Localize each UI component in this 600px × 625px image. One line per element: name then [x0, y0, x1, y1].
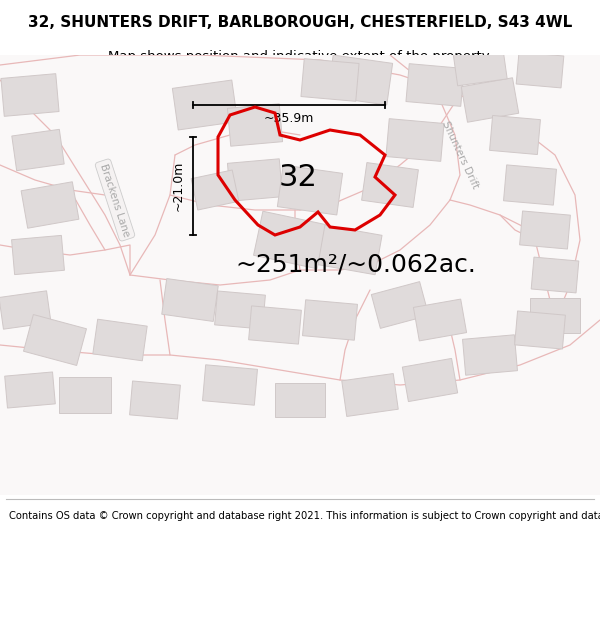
Polygon shape	[215, 291, 265, 329]
Polygon shape	[172, 80, 238, 130]
Polygon shape	[386, 119, 444, 161]
Text: ~21.0m: ~21.0m	[172, 161, 185, 211]
Polygon shape	[490, 116, 541, 154]
Text: Shunters Drift: Shunters Drift	[440, 120, 480, 190]
Polygon shape	[162, 279, 218, 321]
Polygon shape	[23, 314, 86, 366]
Polygon shape	[12, 129, 64, 171]
Polygon shape	[531, 257, 579, 293]
Polygon shape	[520, 211, 571, 249]
Polygon shape	[403, 358, 458, 402]
Polygon shape	[362, 162, 418, 208]
Polygon shape	[371, 282, 428, 328]
Polygon shape	[515, 311, 565, 349]
Text: Contains OS data © Crown copyright and database right 2021. This information is : Contains OS data © Crown copyright and d…	[9, 511, 600, 521]
Polygon shape	[463, 335, 517, 375]
Polygon shape	[530, 298, 580, 332]
Polygon shape	[453, 44, 507, 86]
Polygon shape	[503, 165, 556, 205]
Polygon shape	[461, 78, 519, 122]
Polygon shape	[1, 74, 59, 116]
Polygon shape	[318, 225, 382, 275]
Polygon shape	[254, 211, 326, 269]
Polygon shape	[59, 377, 111, 413]
Polygon shape	[203, 365, 257, 405]
Polygon shape	[328, 55, 392, 105]
Text: 32, SHUNTERS DRIFT, BARLBOROUGH, CHESTERFIELD, S43 4WL: 32, SHUNTERS DRIFT, BARLBOROUGH, CHESTER…	[28, 15, 572, 30]
Polygon shape	[191, 170, 239, 210]
Polygon shape	[277, 165, 343, 215]
Polygon shape	[0, 291, 51, 329]
Text: 32: 32	[278, 162, 317, 191]
Text: ~251m²/~0.062ac.: ~251m²/~0.062ac.	[235, 253, 476, 277]
Polygon shape	[275, 383, 325, 417]
Polygon shape	[227, 159, 283, 201]
Polygon shape	[413, 299, 467, 341]
Polygon shape	[21, 182, 79, 228]
Polygon shape	[5, 372, 55, 408]
Polygon shape	[342, 374, 398, 416]
Polygon shape	[406, 64, 464, 106]
Polygon shape	[130, 381, 181, 419]
Polygon shape	[227, 104, 283, 146]
Polygon shape	[248, 306, 301, 344]
Text: ~35.9m: ~35.9m	[264, 112, 314, 126]
Polygon shape	[11, 236, 64, 274]
Text: Brackens Lane: Brackens Lane	[98, 162, 131, 238]
Polygon shape	[516, 52, 564, 88]
Polygon shape	[301, 59, 359, 101]
Text: Map shows position and indicative extent of the property.: Map shows position and indicative extent…	[108, 50, 492, 62]
Polygon shape	[302, 300, 358, 340]
Polygon shape	[93, 319, 147, 361]
